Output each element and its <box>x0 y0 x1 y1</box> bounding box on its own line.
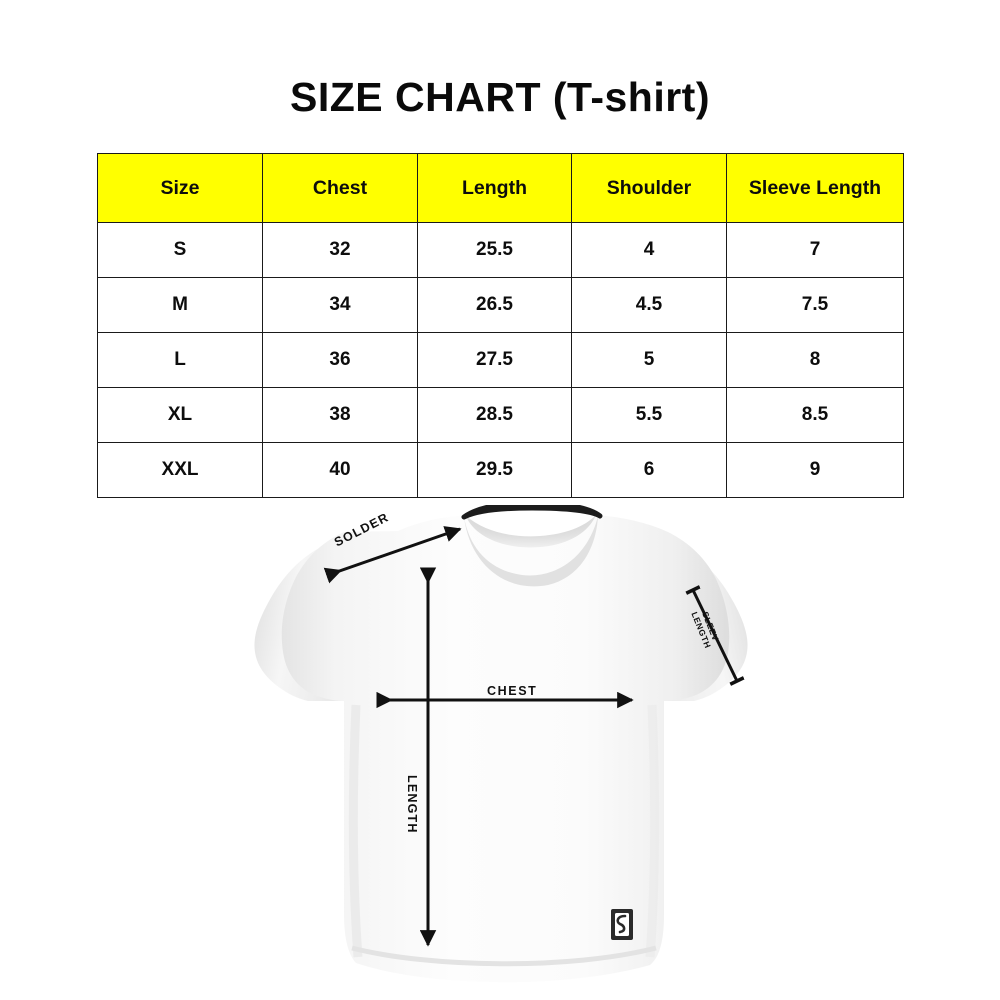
cell-sleeve: 9 <box>726 442 904 498</box>
cell-length: 28.5 <box>417 387 572 443</box>
cell-sleeve: 7 <box>726 222 904 278</box>
size-chart-table-container: Size Chest Length Shoulder Sleeve Length… <box>97 153 904 498</box>
cell-sleeve: 8 <box>726 332 904 388</box>
size-chart-table: Size Chest Length Shoulder Sleeve Length… <box>97 153 904 498</box>
cell-shoulder: 4 <box>571 222 727 278</box>
tshirt-measurement-diagram: SOLDER CHEST LENGTH SLEEV LENGTH <box>0 505 1000 1000</box>
tshirt-fold-shading-left <box>348 704 363 958</box>
cell-length: 26.5 <box>417 277 572 333</box>
column-header-length: Length <box>417 153 572 223</box>
cell-chest: 34 <box>262 277 418 333</box>
cell-size: XL <box>97 387 263 443</box>
table-row: XXL 40 29.5 6 9 <box>97 442 904 498</box>
page-title: SIZE CHART (T-shirt) <box>290 74 710 120</box>
tshirt-neck-inner-shadow <box>464 516 598 587</box>
cell-chest: 36 <box>262 332 418 388</box>
tshirt-hem-line <box>351 945 657 967</box>
tshirt-neck-opening <box>466 515 596 548</box>
column-header-sleeve-length: Sleeve Length <box>726 153 904 223</box>
cell-size: S <box>97 222 263 278</box>
brand-tag-icon <box>611 909 633 940</box>
cell-length: 25.5 <box>417 222 572 278</box>
cell-sleeve: 7.5 <box>726 277 904 333</box>
sleeve-length-measure-arrow <box>685 585 745 686</box>
tshirt-fold-shading-right <box>645 704 660 958</box>
cell-chest: 38 <box>262 387 418 443</box>
shoulder-measure-arrow <box>323 526 462 584</box>
chest-measure-label: CHEST <box>487 684 538 698</box>
table-row: S 32 25.5 4 7 <box>97 222 904 278</box>
length-measure-label: LENGTH <box>405 775 419 834</box>
table-row: XL 38 28.5 5.5 8.5 <box>97 387 904 443</box>
column-header-chest: Chest <box>262 153 418 223</box>
cell-shoulder: 6 <box>571 442 727 498</box>
cell-shoulder: 4.5 <box>571 277 727 333</box>
cell-sleeve: 8.5 <box>726 387 904 443</box>
cell-chest: 40 <box>262 442 418 498</box>
cell-chest: 32 <box>262 222 418 278</box>
cell-size: L <box>97 332 263 388</box>
cell-size: M <box>97 277 263 333</box>
cell-size: XXL <box>97 442 263 498</box>
cell-length: 29.5 <box>417 442 572 498</box>
table-row: M 34 26.5 4.5 7.5 <box>97 277 904 333</box>
table-row: L 36 27.5 5 8 <box>97 332 904 388</box>
tshirt-body <box>281 515 730 983</box>
cell-length: 27.5 <box>417 332 572 388</box>
tshirt-collar-band <box>461 505 603 520</box>
cell-shoulder: 5.5 <box>571 387 727 443</box>
tshirt-illustration <box>254 505 748 983</box>
table-header-row: Size Chest Length Shoulder Sleeve Length <box>97 153 904 223</box>
cell-shoulder: 5 <box>571 332 727 388</box>
column-header-size: Size <box>97 153 263 223</box>
column-header-shoulder: Shoulder <box>571 153 727 223</box>
